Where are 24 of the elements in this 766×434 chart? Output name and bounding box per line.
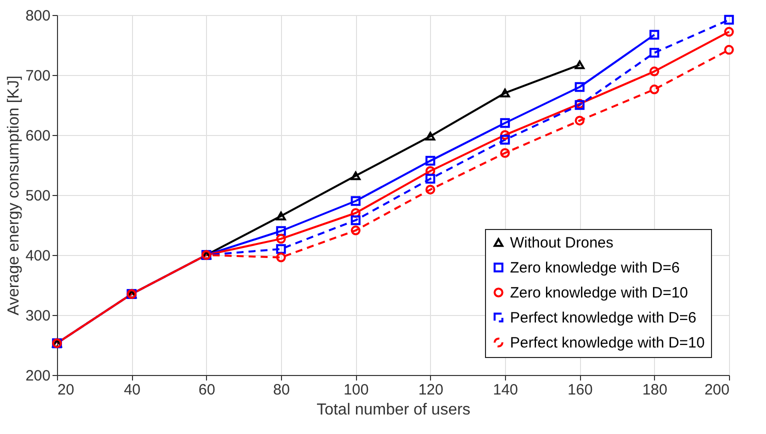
- x-tick-label: 200: [704, 382, 730, 398]
- x-tick-label: 40: [124, 382, 141, 398]
- x-tick-label: 120: [418, 382, 444, 398]
- legend-label: Without Drones: [510, 234, 614, 252]
- legend-label: Perfect knowledge with D=6: [510, 310, 696, 326]
- y-tick-label: 500: [25, 188, 50, 204]
- legend-label: Zero knowledge with D=10: [510, 284, 688, 302]
- x-tick-label: 80: [273, 382, 290, 398]
- x-tick-label: 140: [492, 382, 518, 398]
- y-tick-label: 600: [25, 128, 50, 144]
- y-tick-label: 700: [25, 68, 50, 84]
- x-tick-label: 20: [58, 382, 74, 398]
- y-tick-label: 800: [25, 8, 50, 24]
- x-tick-label: 60: [198, 382, 216, 398]
- legend-label: Zero knowledge with D=6: [510, 260, 680, 276]
- x-tick-label: 180: [642, 382, 668, 398]
- x-tick-label: 100: [344, 382, 369, 398]
- y-tick-label: 200: [25, 368, 50, 384]
- y-tick-label: 300: [25, 308, 50, 324]
- y-tick-label: 400: [25, 248, 50, 264]
- x-axis-title: Total number of users: [316, 402, 470, 418]
- y-axis-title: Average energy consumption [KJ]: [5, 76, 22, 316]
- legend-label: Perfect knowledge with D=10: [510, 334, 705, 352]
- x-tick-label: 160: [568, 382, 593, 398]
